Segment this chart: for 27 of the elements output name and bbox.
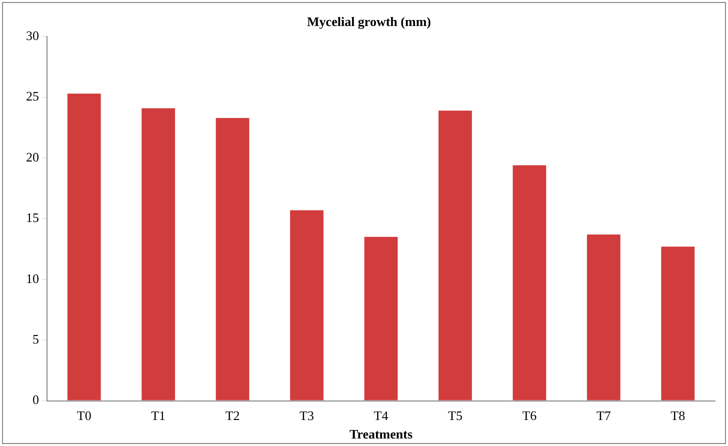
chart-title: Mycelial growth (mm) [307, 14, 431, 30]
x-tick-label: T3 [300, 408, 314, 424]
y-tick-label: 10 [26, 270, 39, 286]
y-tick-label: 20 [26, 149, 39, 164]
x-tick-label: T4 [374, 408, 389, 424]
bar [512, 165, 546, 400]
y-tick-label: 5 [32, 332, 39, 347]
bar [142, 108, 176, 400]
x-tick-label: T2 [225, 408, 240, 424]
y-tick-label: 30 [26, 28, 39, 44]
bar [216, 118, 250, 400]
x-tick-label: T5 [448, 408, 462, 424]
bar [364, 236, 398, 400]
x-tick-label: T6 [522, 408, 538, 424]
x-tick-label: T7 [596, 408, 612, 424]
bar [67, 94, 101, 400]
y-tick-label: 25 [26, 88, 39, 104]
x-axis-title: Treatments [349, 426, 413, 442]
bar [438, 110, 472, 400]
bar [290, 210, 324, 400]
x-tick-label: T1 [151, 408, 166, 424]
bar [661, 246, 695, 400]
x-tick-label: T8 [670, 408, 686, 424]
y-tick-label: 0 [32, 392, 39, 408]
bar [586, 234, 620, 400]
y-tick-label: 15 [26, 210, 39, 226]
x-tick-label: T0 [76, 408, 92, 424]
